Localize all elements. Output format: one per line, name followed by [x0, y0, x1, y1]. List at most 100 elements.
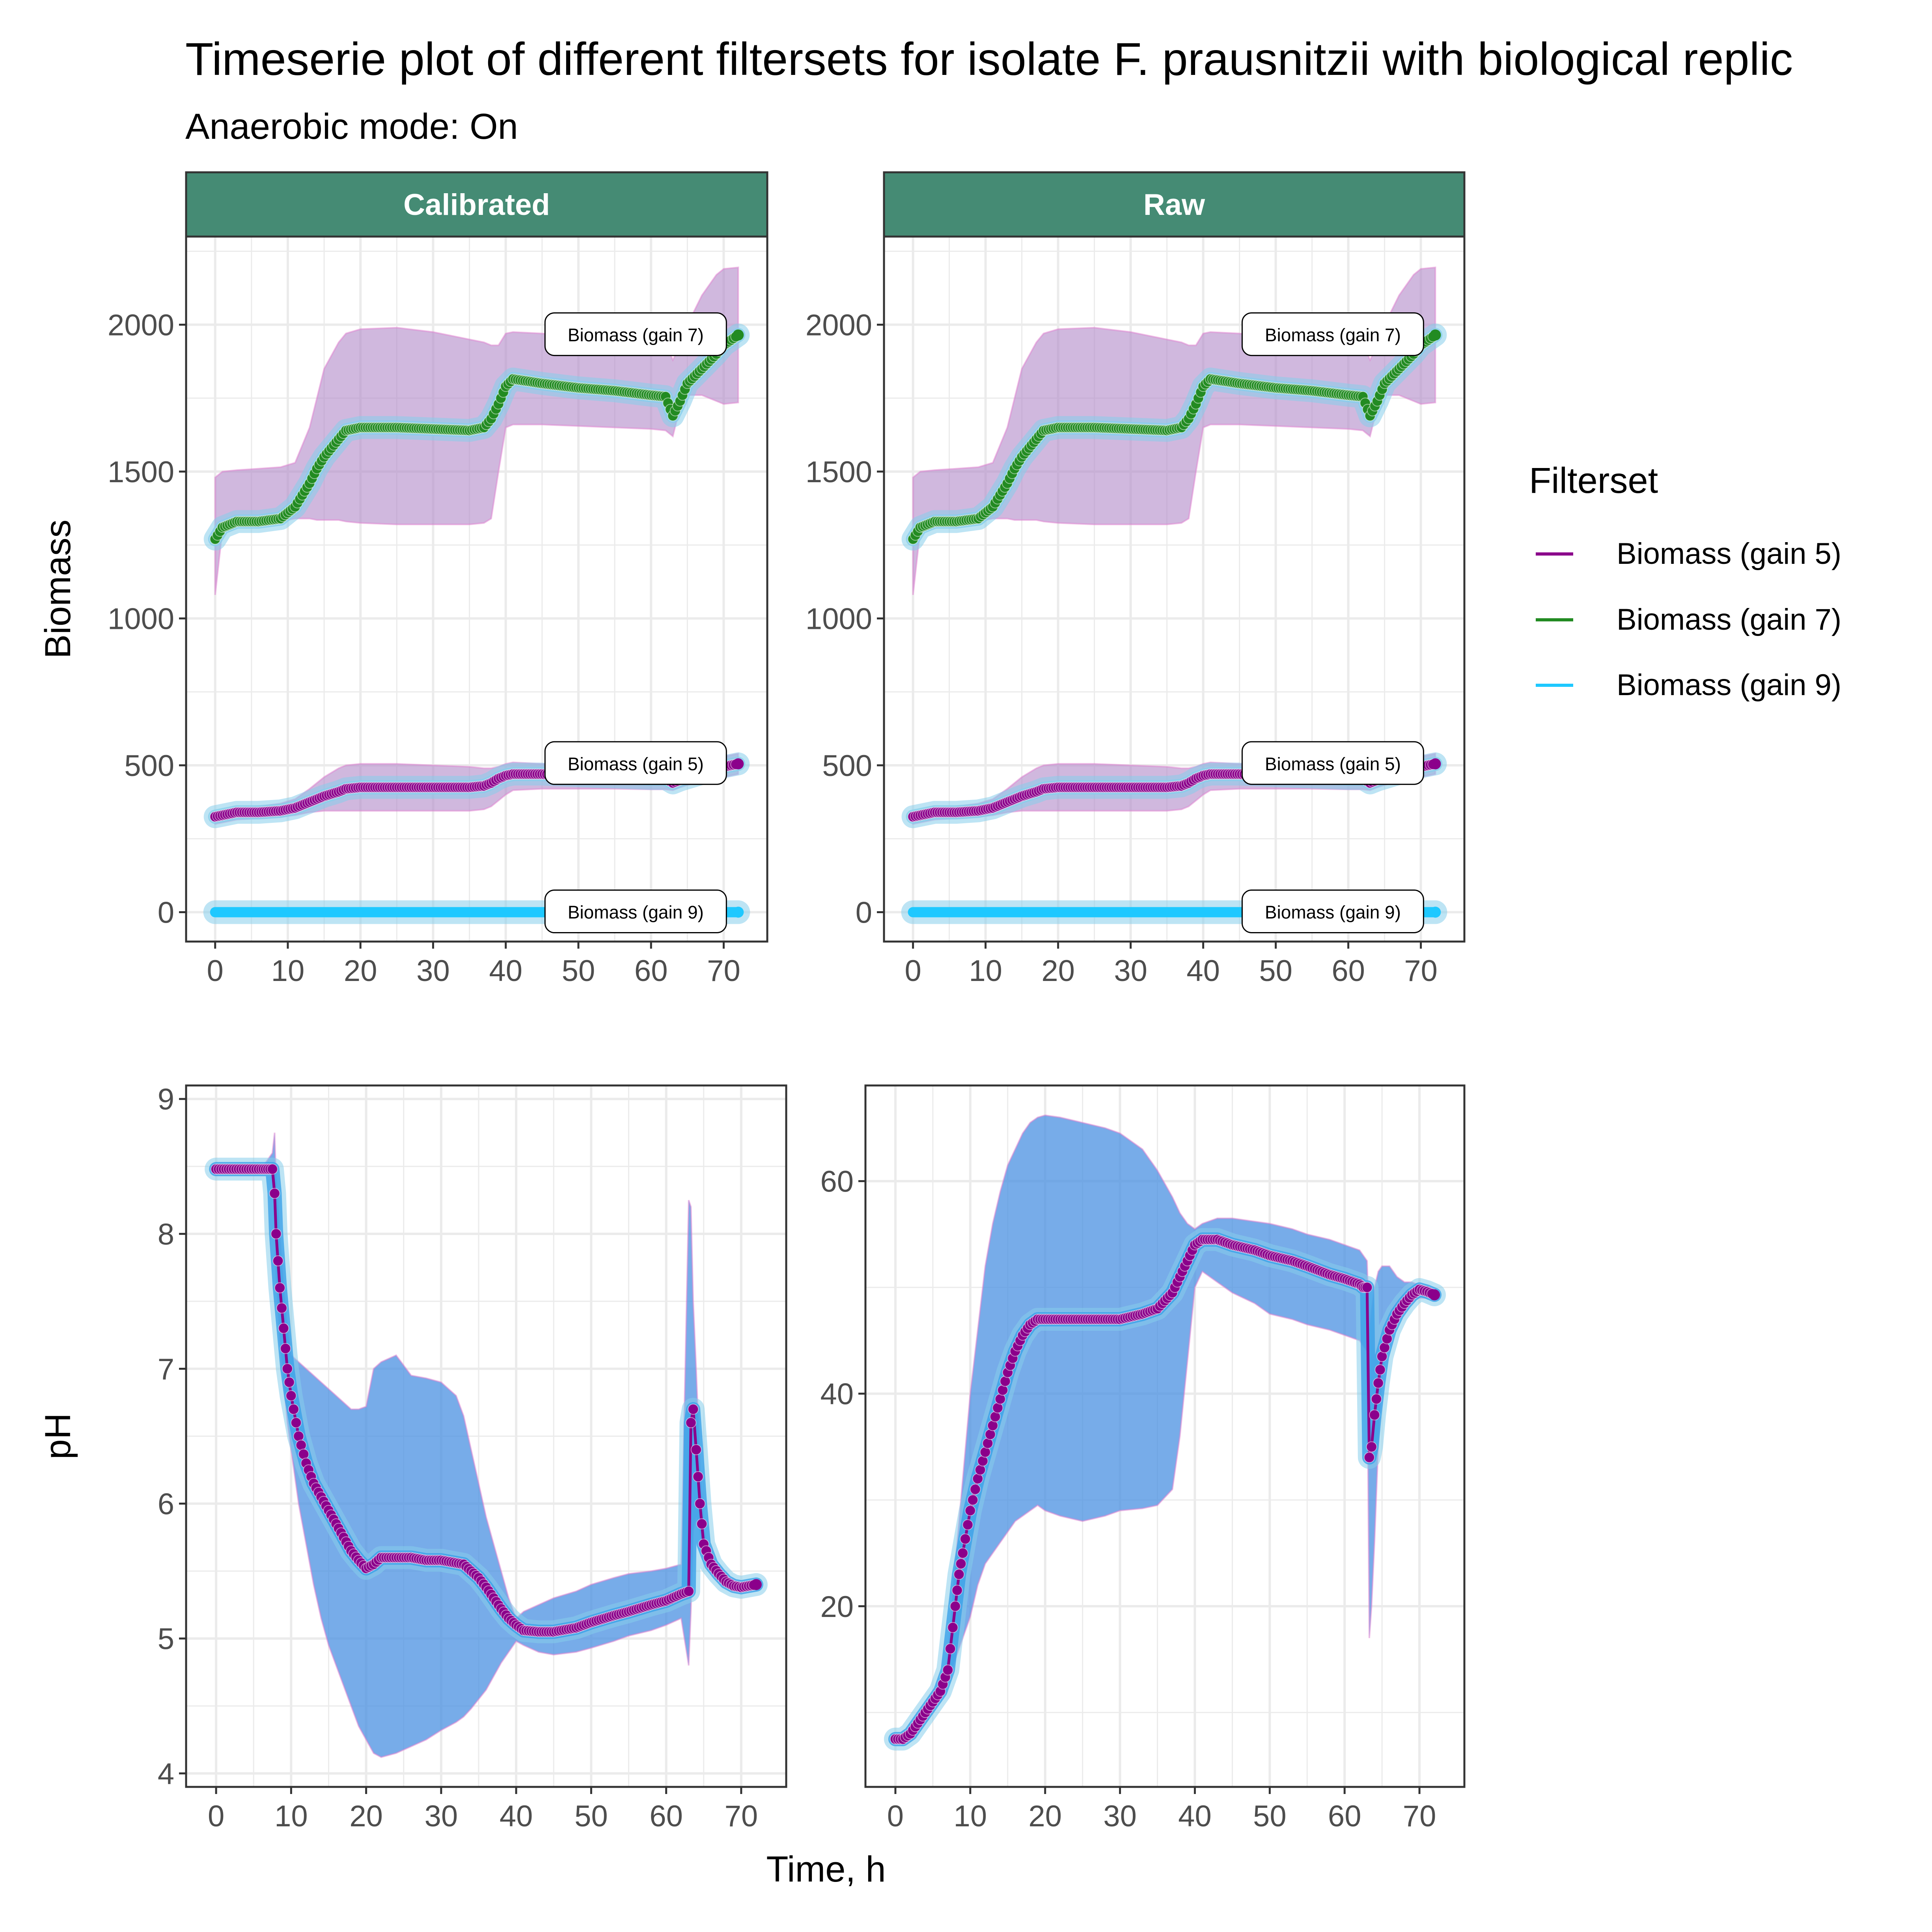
y-axis-label: pH — [38, 1413, 78, 1460]
y-tick-label: 500 — [124, 749, 174, 783]
end-label-biomass-gain-7-: Biomass (gain 7) — [1241, 312, 1424, 356]
x-tick-label: 50 — [562, 954, 595, 988]
data-point — [947, 1622, 959, 1633]
data-point — [690, 1444, 702, 1455]
x-tick-label: 70 — [707, 954, 740, 988]
data-point — [291, 1417, 302, 1428]
y-tick-label: 1000 — [806, 602, 872, 636]
facet-strip-label: Calibrated — [403, 188, 550, 222]
series-points-biomass-gain-5- — [890, 1234, 1440, 1745]
end-label-text: Biomass (gain 9) — [568, 902, 704, 923]
facet-strip-label: Raw — [1143, 188, 1205, 222]
y-tick-label: 1500 — [806, 455, 872, 489]
axis-ticks: 0 10 20 30 40 50 60 70 0 500 1000 1500 2000 — [108, 309, 740, 988]
x-tick-label: 0 — [208, 1800, 224, 1833]
x-tick-label: 60 — [1328, 1800, 1361, 1833]
data-point — [967, 1494, 979, 1506]
x-tick-label: 0 — [207, 954, 224, 988]
y-tick-label: 40 — [820, 1378, 854, 1411]
x-tick-label: 20 — [344, 954, 377, 988]
x-tick-label: 10 — [954, 1800, 987, 1833]
data-point — [288, 1404, 299, 1415]
x-tick-label: 40 — [489, 954, 522, 988]
data-point — [750, 1579, 762, 1590]
data-point — [945, 1643, 956, 1654]
data-point — [694, 1498, 706, 1509]
x-tick-label: 60 — [649, 1800, 683, 1833]
data-point — [282, 1363, 293, 1374]
y-tick-label: 1500 — [108, 455, 174, 489]
data-point — [1430, 329, 1441, 341]
facet-strip: Raw — [883, 171, 1466, 238]
data-point — [274, 1282, 285, 1294]
data-point — [683, 1585, 694, 1597]
x-tick-label: 20 — [349, 1800, 383, 1833]
facet-strip: Calibrated — [185, 171, 768, 238]
x-tick-label: 10 — [274, 1800, 308, 1833]
x-tick-label: 0 — [904, 954, 921, 988]
data-point — [733, 329, 744, 341]
data-point — [1374, 1364, 1386, 1375]
x-tick-label: 50 — [1253, 1800, 1287, 1833]
y-tick-label: 0 — [856, 896, 872, 930]
x-tick-label: 50 — [1259, 954, 1292, 988]
end-label-biomass-gain-5-: Biomass (gain 5) — [1241, 741, 1424, 785]
data-point — [960, 1533, 971, 1545]
data-point — [970, 1484, 981, 1495]
data-point — [955, 1558, 967, 1569]
y-tick-label: 20 — [820, 1590, 854, 1624]
data-point — [269, 1188, 280, 1199]
x-tick-label: 40 — [1178, 1800, 1212, 1833]
data-point — [692, 1471, 704, 1483]
data-point — [267, 1164, 278, 1175]
x-tick-label: 50 — [574, 1800, 608, 1833]
series-points-biomass-gain-7- — [209, 329, 744, 545]
data-point — [949, 1600, 961, 1612]
y-axis-label: Biomass — [38, 520, 78, 659]
end-label-text: Biomass (gain 7) — [568, 325, 704, 345]
data-point — [733, 906, 744, 918]
data-point — [942, 1664, 953, 1676]
data-point — [733, 758, 744, 770]
data-point — [1369, 1409, 1380, 1421]
x-tick-label: 70 — [1403, 1800, 1436, 1833]
series-points-biomass-gain-5- — [211, 1164, 762, 1637]
data-point — [688, 1404, 699, 1415]
axis-ticks: 0 10 20 30 40 50 60 70 20 40 60 — [820, 1165, 1436, 1833]
panel-border — [864, 1084, 1466, 1788]
y-tick-label: 2000 — [806, 309, 872, 342]
data-point — [1373, 1377, 1384, 1389]
chart-subtitle: Anaerobic mode: On — [185, 106, 518, 147]
y-tick-label: 1000 — [108, 602, 174, 636]
y-tick-label: 4 — [158, 1757, 174, 1791]
x-tick-label: 20 — [1028, 1800, 1062, 1833]
data-point — [270, 1228, 282, 1240]
y-tick-label: 60 — [820, 1165, 854, 1199]
x-tick-label: 0 — [887, 1800, 904, 1833]
data-point — [962, 1519, 973, 1531]
x-tick-label: 30 — [416, 954, 450, 988]
end-label-text: Biomass (gain 7) — [1265, 325, 1401, 345]
legend-label-gain7: Biomass (gain 7) — [1617, 603, 1841, 636]
panel-2: Biomass (gain 7) Biomass (gain 5) Biomass … — [806, 171, 1466, 988]
x-tick-label: 10 — [969, 954, 1002, 988]
panel-1: Biomass (gain 7) Biomass (gain 5) Biomass … — [38, 171, 768, 988]
data-point — [696, 1518, 707, 1529]
x-tick-label: 70 — [725, 1800, 758, 1833]
data-point — [951, 1585, 963, 1596]
end-label-biomass-gain-9-: Biomass (gain 9) — [544, 890, 727, 933]
panel-4: 0 10 20 30 40 50 60 70 20 40 60 — [820, 1084, 1466, 1833]
data-point — [964, 1505, 976, 1516]
axis-ticks: 0 10 20 30 40 50 60 70 4 5 6 7 8 9 — [158, 1083, 758, 1833]
data-point — [1430, 906, 1441, 918]
y-tick-label: 500 — [822, 749, 872, 783]
legend-label-gain5: Biomass (gain 5) — [1617, 537, 1841, 571]
y-tick-label: 9 — [158, 1083, 174, 1116]
data-point — [1430, 758, 1441, 770]
y-tick-label: 2000 — [108, 309, 174, 342]
y-tick-label: 0 — [158, 896, 174, 930]
data-point — [953, 1568, 965, 1580]
x-tick-label: 60 — [634, 954, 668, 988]
